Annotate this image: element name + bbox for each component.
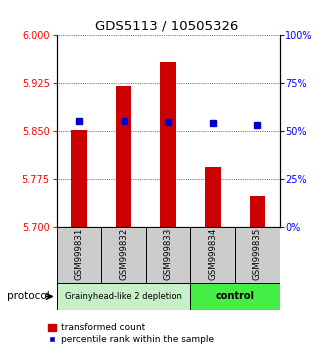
Bar [116,86,131,227]
Text: GSM999831: GSM999831 [74,228,84,280]
Bar [57,227,101,283]
Bar [250,196,265,227]
Bar [57,283,190,310]
Bar [190,283,280,310]
Bar [101,227,146,283]
Legend: transformed count, percentile rank within the sample: transformed count, percentile rank withi… [45,320,217,348]
Text: protocol: protocol [7,291,49,302]
Bar [235,227,280,283]
Text: GSM999835: GSM999835 [253,228,262,280]
Text: Grainyhead-like 2 depletion: Grainyhead-like 2 depletion [65,292,182,301]
Text: GSM999832: GSM999832 [119,228,128,280]
Text: GSM999834: GSM999834 [208,228,217,280]
Text: GDS5113 / 10505326: GDS5113 / 10505326 [95,19,238,33]
Text: control: control [215,291,255,302]
Bar [205,167,220,227]
Bar [146,227,190,283]
Bar [190,227,235,283]
Bar [71,130,87,227]
Text: GSM999833: GSM999833 [164,228,173,280]
Bar [161,62,176,227]
